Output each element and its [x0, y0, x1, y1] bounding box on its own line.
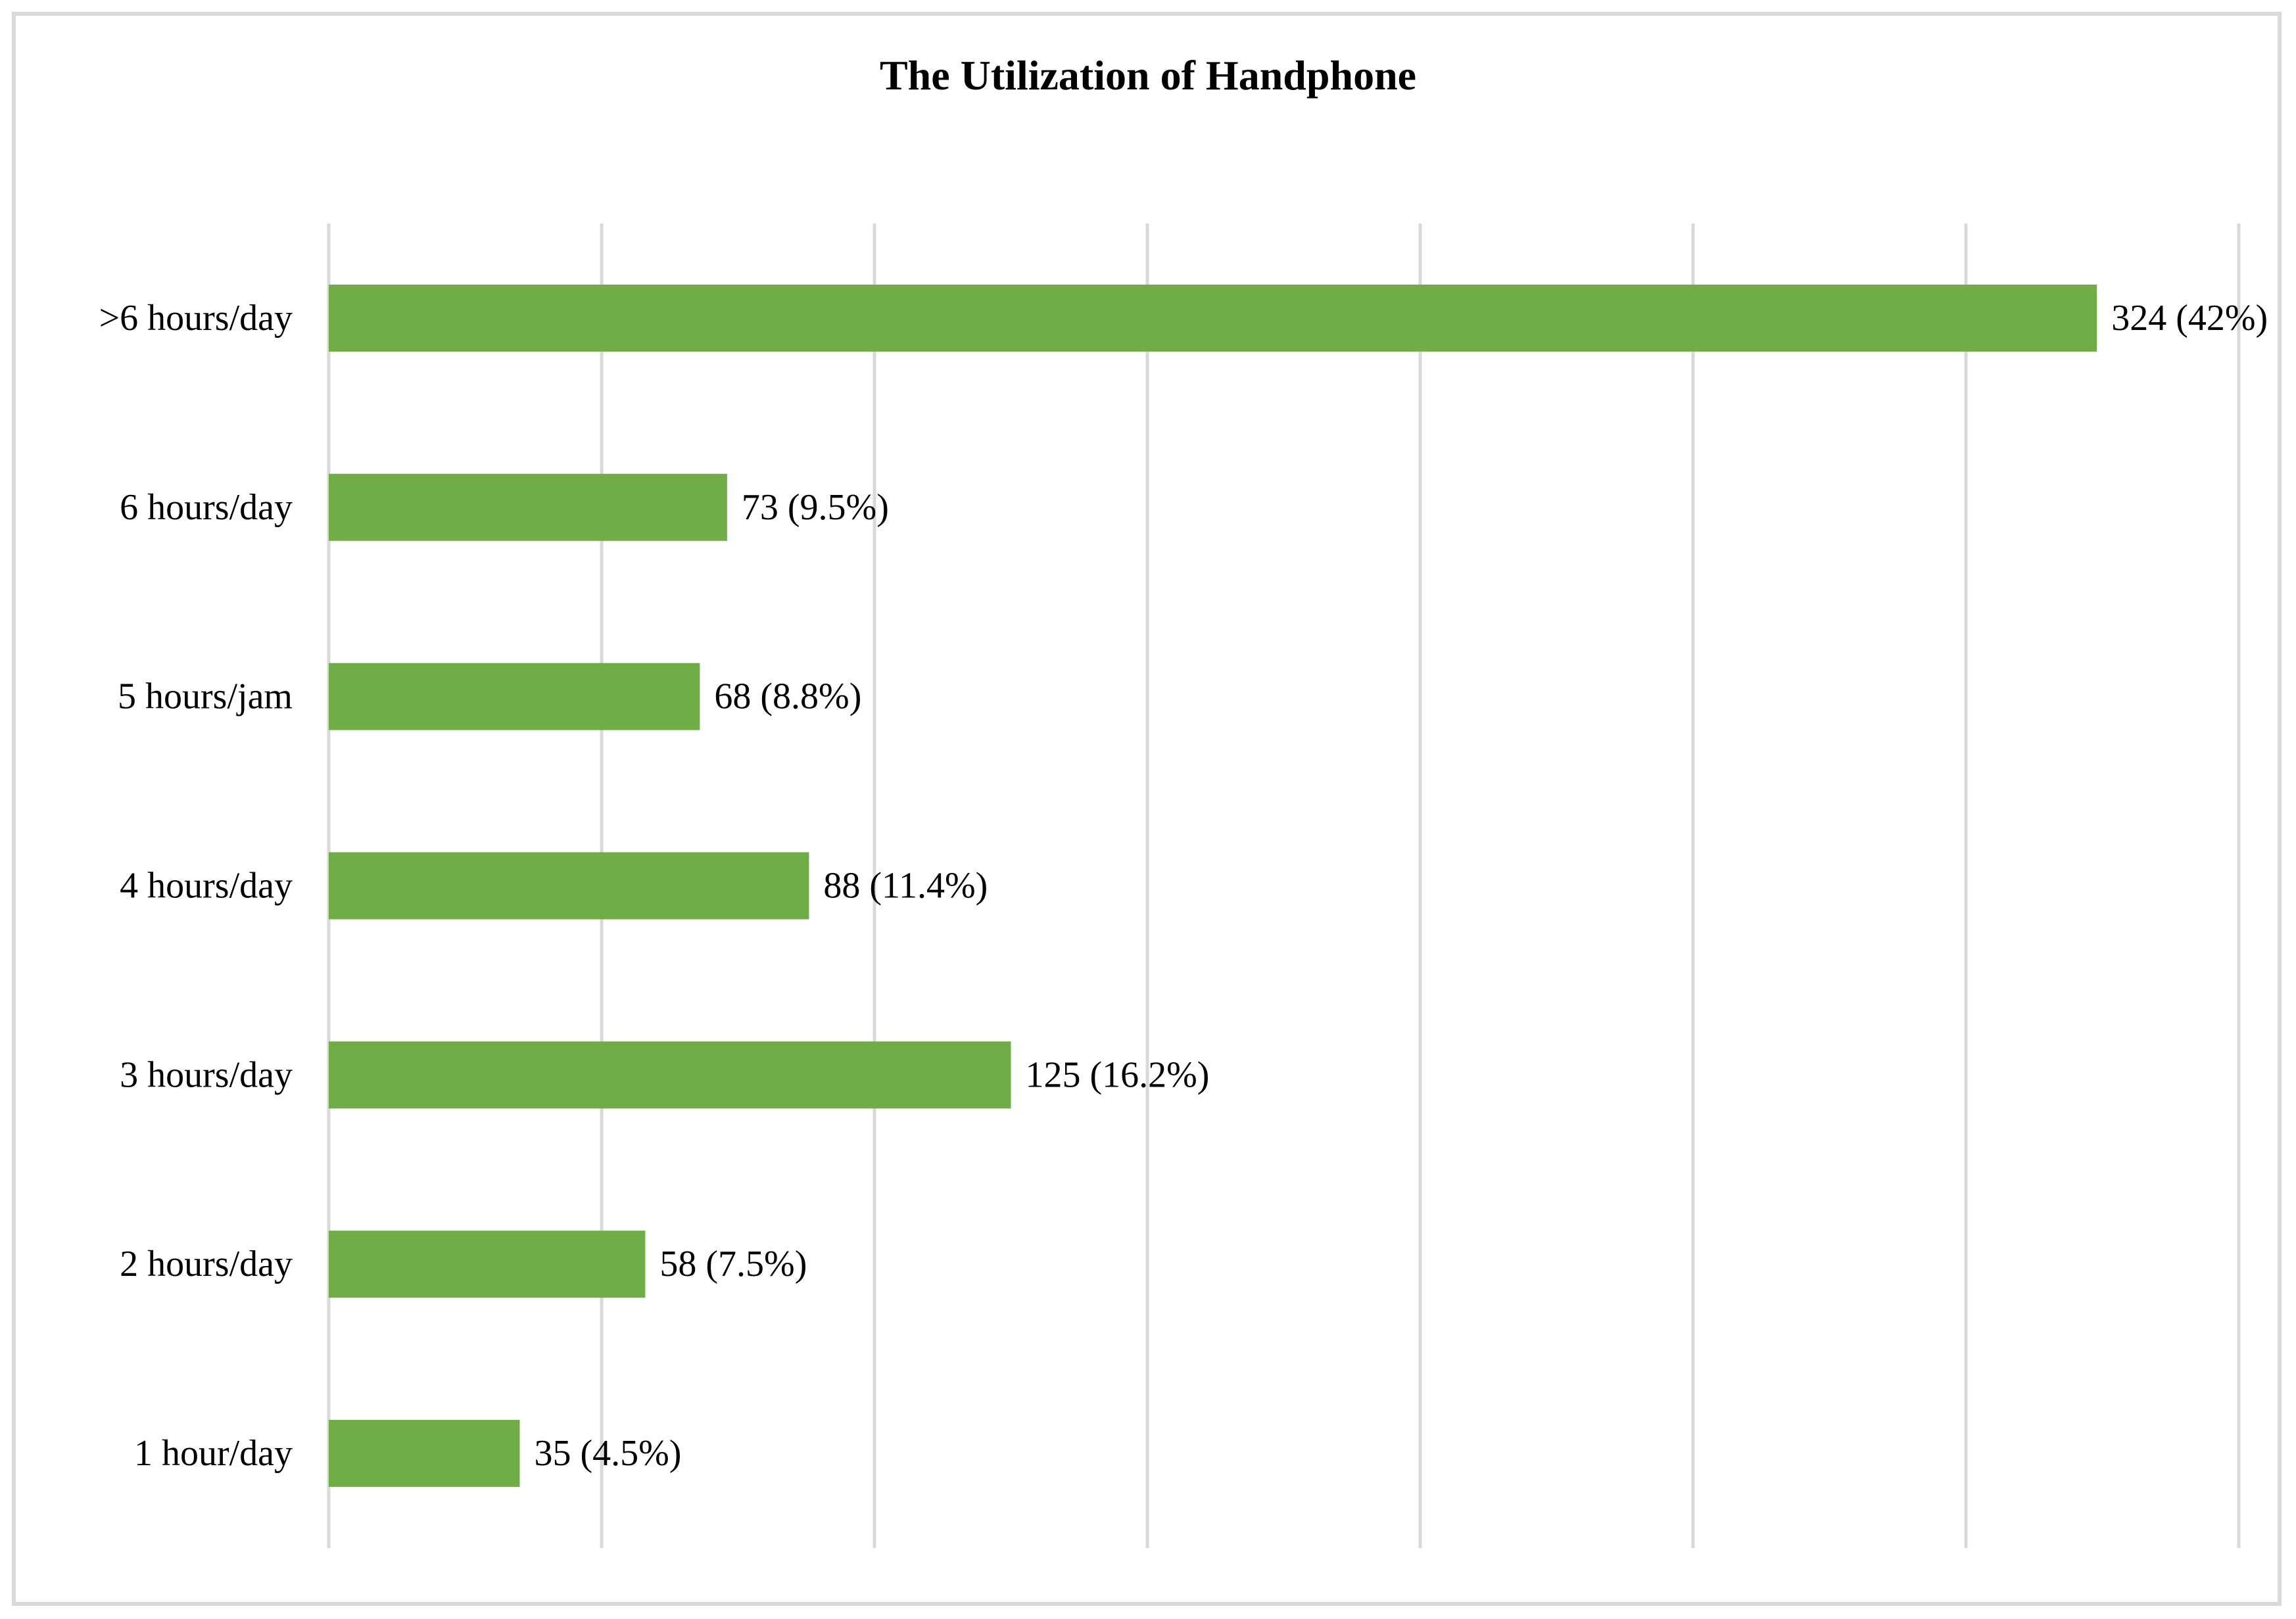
bar	[329, 1231, 646, 1298]
category-label: >6 hours/day	[99, 298, 293, 339]
bar	[329, 284, 2097, 352]
data-label: 35 (4.5%)	[535, 1433, 682, 1474]
gridlines	[327, 223, 2241, 1548]
bar	[329, 1420, 520, 1488]
bar	[329, 1041, 1011, 1109]
category-label: 5 hours/jam	[118, 676, 293, 717]
category-label: 4 hours/day	[120, 866, 293, 906]
category-label: 6 hours/day	[120, 487, 293, 528]
category-label: 1 hour/day	[134, 1433, 293, 1474]
data-label: 68 (8.8%)	[714, 676, 861, 717]
bar	[329, 473, 727, 541]
category-label: 3 hours/day	[120, 1054, 293, 1095]
bar	[329, 852, 809, 920]
category-label: 2 hours/day	[120, 1244, 293, 1284]
data-label: 324 (42%)	[2111, 298, 2268, 339]
category-labels: 1 hour/day 2 hours/day 3 hours/day 4 hours/…	[99, 298, 293, 1474]
data-label: 125 (16.2%)	[1026, 1054, 1210, 1095]
data-label: 88 (11.4%)	[823, 866, 988, 906]
bars	[329, 284, 2097, 1488]
data-labels: 35 (4.5%) 58 (7.5%) 125 (16.2%) 88 (11.4%) 6…	[535, 298, 2268, 1474]
data-label: 58 (7.5%)	[659, 1244, 807, 1284]
chart-title: The Utilization of Handphone	[879, 52, 1417, 99]
data-label: 73 (9.5%)	[742, 487, 889, 528]
bar	[329, 663, 700, 730]
